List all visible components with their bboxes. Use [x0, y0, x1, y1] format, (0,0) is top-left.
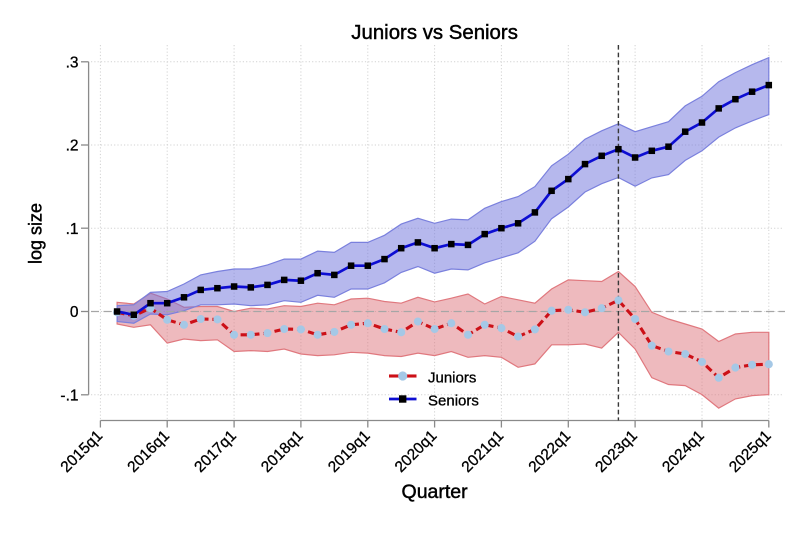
svg-text:log size: log size — [26, 203, 46, 264]
svg-text:0: 0 — [70, 304, 79, 321]
svg-text:Quarter: Quarter — [402, 481, 469, 503]
svg-text:-.1: -.1 — [60, 388, 78, 405]
svg-text:Juniors vs Seniors: Juniors vs Seniors — [351, 22, 518, 44]
svg-text:Juniors: Juniors — [428, 370, 476, 387]
svg-text:.3: .3 — [66, 55, 79, 72]
svg-text:.2: .2 — [66, 138, 79, 155]
svg-text:Seniors: Seniors — [428, 393, 479, 410]
svg-text:.1: .1 — [66, 221, 79, 238]
